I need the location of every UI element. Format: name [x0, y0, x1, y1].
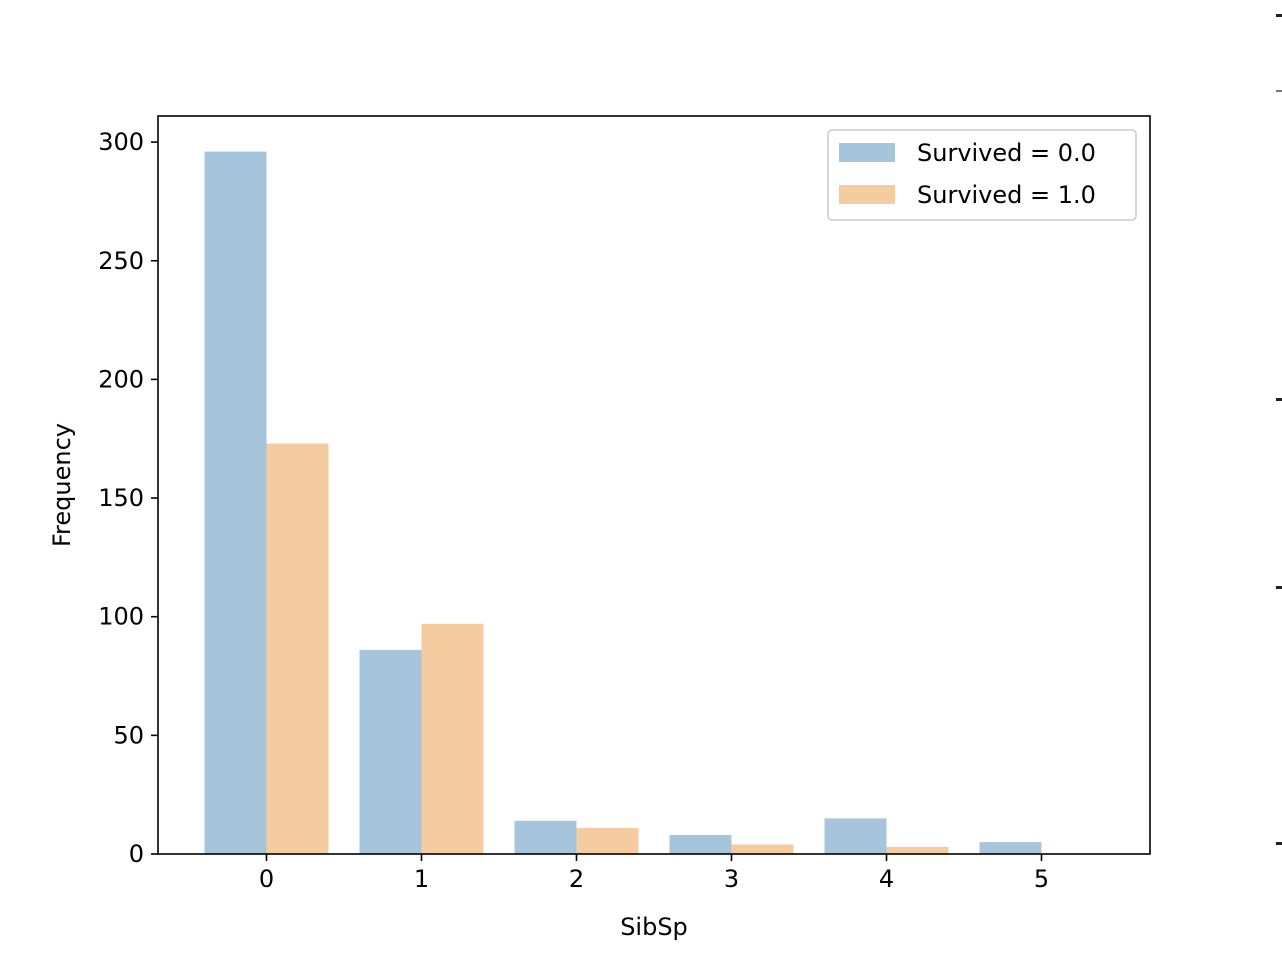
legend: Survived = 0.0 Survived = 1.0 [827, 129, 1137, 221]
bar-series-0-category-0 [204, 151, 267, 854]
y-tick-label: 150 [98, 484, 144, 512]
bar-series-0-category-4 [824, 818, 887, 854]
legend-swatch [839, 143, 895, 162]
x-axis: 0 1 2 3 4 5 [259, 854, 1049, 893]
bar-series-0-category-2 [514, 820, 577, 854]
x-tick-label: 5 [1034, 865, 1049, 893]
legend-swatch [839, 185, 895, 204]
x-tick-label: 3 [724, 865, 739, 893]
legend-label: Survived = 1.0 [917, 181, 1096, 209]
clipped-edge-mark [1276, 842, 1282, 845]
x-tick-label: 4 [879, 865, 894, 893]
bar-series-1-category-2 [576, 827, 639, 854]
y-tick-label: 200 [98, 365, 144, 393]
bar-series-0-category-3 [669, 835, 732, 854]
clipped-edge-mark [1276, 586, 1282, 589]
x-tick-label: 0 [259, 865, 274, 893]
clipped-edge-mark [1276, 14, 1282, 17]
legend-box [827, 129, 1137, 221]
clipped-edge-mark [1276, 90, 1282, 92]
bar-series-1-category-0 [266, 443, 329, 854]
bar-series-1-category-3 [731, 844, 794, 854]
bar-series-1-category-4 [886, 846, 949, 854]
y-axis-label: Frequency [48, 423, 76, 547]
bar-series-1-category-1 [421, 623, 484, 854]
y-axis: 0 50 100 150 200 250 300 [98, 128, 158, 868]
x-tick-label: 2 [569, 865, 584, 893]
bars-layer [204, 151, 1042, 854]
y-tick-label: 100 [98, 603, 144, 631]
bar-series-0-category-5 [979, 842, 1042, 854]
y-tick-label: 250 [98, 247, 144, 275]
bar-series-0-category-1 [359, 649, 422, 854]
legend-label: Survived = 0.0 [917, 139, 1096, 167]
y-tick-label: 300 [98, 128, 144, 156]
x-axis-label: SibSp [620, 913, 688, 941]
x-tick-label: 1 [414, 865, 429, 893]
clipped-edge-mark [1276, 398, 1282, 401]
y-tick-label: 0 [129, 840, 144, 868]
y-tick-label: 50 [113, 721, 144, 749]
plot-frame [157, 115, 1151, 855]
